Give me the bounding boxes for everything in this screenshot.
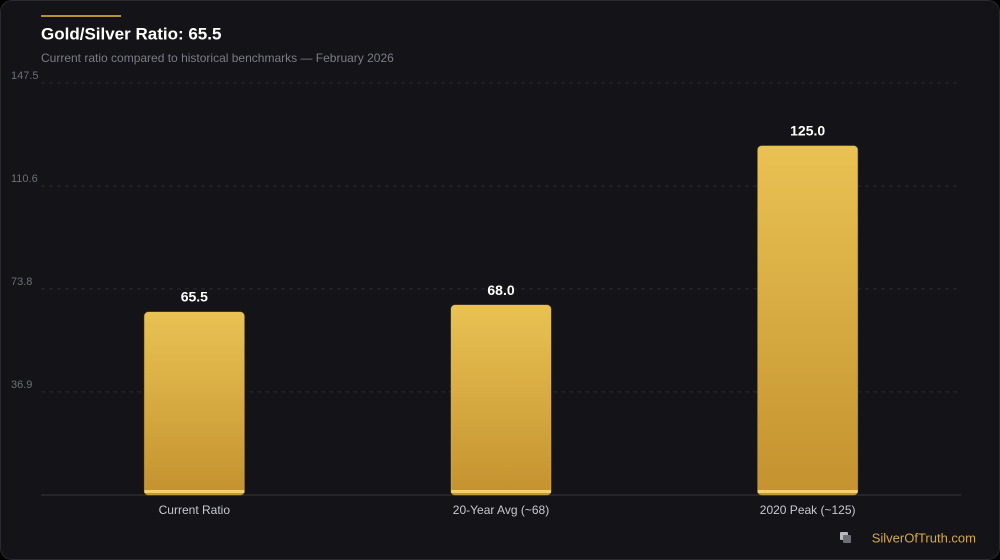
bar bbox=[450, 304, 552, 496]
bar bbox=[143, 311, 245, 496]
x-tick-label: 2020 Peak (~125) bbox=[760, 503, 856, 517]
x-tick-label: 20-Year Avg (~68) bbox=[453, 503, 549, 517]
chart-title: Gold/Silver Ratio: 65.5 bbox=[41, 24, 221, 43]
value-label: 65.5 bbox=[181, 289, 208, 305]
footer-icon bbox=[840, 532, 851, 543]
y-tick-label: 36.9 bbox=[11, 379, 32, 391]
y-tick-label: 73.8 bbox=[11, 276, 32, 288]
bar-base bbox=[144, 490, 245, 493]
value-label: 68.0 bbox=[487, 282, 514, 298]
footer-brand: SilverOfTruth.com bbox=[872, 530, 976, 545]
bar bbox=[757, 145, 859, 496]
bar-base bbox=[757, 490, 858, 493]
value-label: 125.0 bbox=[790, 123, 825, 139]
bar-base bbox=[451, 490, 551, 493]
chart-subtitle: Current ratio compared to historical ben… bbox=[41, 51, 394, 65]
y-tick-label: 110.6 bbox=[11, 173, 38, 185]
y-tick-label: 147.5 bbox=[11, 70, 39, 82]
x-tick-label: Current Ratio bbox=[159, 503, 231, 517]
